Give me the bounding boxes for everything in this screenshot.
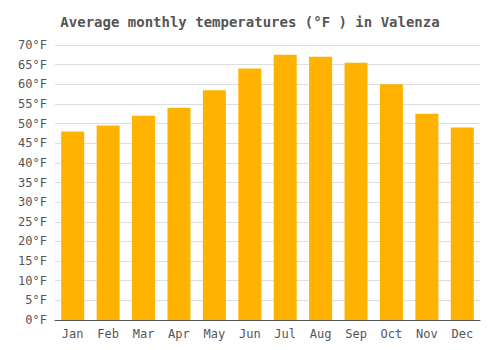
svg-text:Average monthly temperatures (: Average monthly temperatures (°F ) in Va… [60,14,439,30]
svg-text:0°F: 0°F [25,313,47,327]
svg-text:50°F: 50°F [18,117,47,131]
svg-text:Nov: Nov [416,327,438,341]
svg-text:Apr: Apr [168,327,190,341]
svg-text:Mar: Mar [133,327,155,341]
svg-text:Aug: Aug [310,327,332,341]
svg-text:5°F: 5°F [25,293,47,307]
svg-text:Oct: Oct [381,327,403,341]
svg-text:Dec: Dec [451,327,473,341]
svg-text:10°F: 10°F [18,274,47,288]
svg-text:Jun: Jun [239,327,261,341]
svg-text:Sep: Sep [345,327,367,341]
svg-text:25°F: 25°F [18,215,47,229]
svg-text:45°F: 45°F [18,136,47,150]
svg-text:65°F: 65°F [18,58,47,72]
svg-text:Jul: Jul [274,327,296,341]
svg-text:Jan: Jan [62,327,84,341]
svg-text:55°F: 55°F [18,97,47,111]
svg-text:60°F: 60°F [18,77,47,91]
svg-text:20°F: 20°F [18,234,47,248]
svg-text:15°F: 15°F [18,254,47,268]
svg-text:35°F: 35°F [18,176,47,190]
svg-text:May: May [204,327,226,341]
svg-text:40°F: 40°F [18,156,47,170]
svg-text:Feb: Feb [97,327,119,341]
svg-text:70°F: 70°F [18,38,47,52]
svg-text:30°F: 30°F [18,195,47,209]
